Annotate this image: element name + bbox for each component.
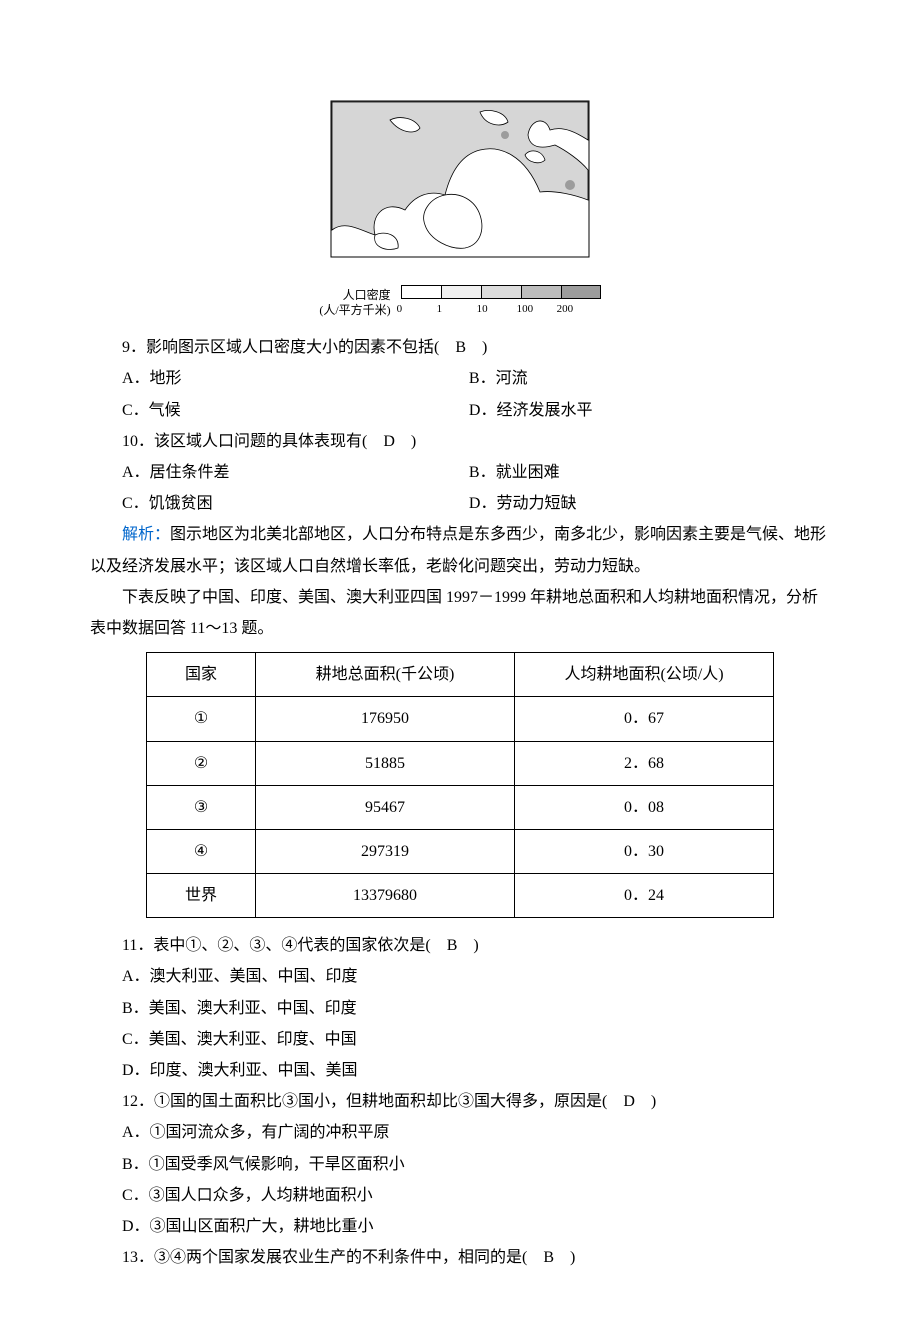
q12-stem: 12．①国的国土面积比③国小，但耕地面积却比③国大得多，原因是( D ) — [90, 1086, 830, 1117]
th-country: 国家 — [147, 653, 256, 697]
table-cell: 世界 — [147, 874, 256, 918]
legend-tick-2: 10 — [477, 299, 517, 320]
table-cell: 0．24 — [515, 874, 774, 918]
analysis-label: 解析： — [122, 526, 170, 543]
legend-box-3 — [521, 285, 561, 299]
density-map — [90, 100, 830, 271]
table-cell: 51885 — [256, 741, 515, 785]
table-cell: ③ — [147, 785, 256, 829]
cultivated-land-table: 国家 耕地总面积(千公顷) 人均耕地面积(公顷/人) ①1769500．67②5… — [146, 652, 774, 918]
q13-stem: 13．③④两个国家发展农业生产的不利条件中，相同的是( B ) — [90, 1242, 830, 1273]
table-row: ①1769500．67 — [147, 697, 774, 741]
legend-tick-1: 1 — [437, 299, 477, 320]
map-svg — [330, 100, 590, 260]
th-percap: 人均耕地面积(公顷/人) — [515, 653, 774, 697]
table-cell: ② — [147, 741, 256, 785]
q11-opt-a: A．澳大利亚、美国、中国、印度 — [90, 961, 830, 992]
q11-opt-b: B．美国、澳大利亚、中国、印度 — [90, 993, 830, 1024]
q10-opt-c: C．饥饿贫困 — [122, 488, 469, 519]
table-cell: 95467 — [256, 785, 515, 829]
legend-tick-3: 100 — [517, 299, 557, 320]
table-cell: ① — [147, 697, 256, 741]
analysis-1: 解析：图示地区为北美北部地区，人口分布特点是东多西少，南多北少，影响因素主要是气… — [90, 519, 830, 581]
table-row: 世界133796800．24 — [147, 874, 774, 918]
table-cell: 2．68 — [515, 741, 774, 785]
analysis-text: 图示地区为北美北部地区，人口分布特点是东多西少，南多北少，影响因素主要是气候、地… — [90, 526, 826, 574]
q10-opt-b: B．就业困难 — [469, 457, 830, 488]
q9-opt-a: A．地形 — [122, 363, 469, 394]
q10-stem: 10．该区域人口问题的具体表现有( D ) — [90, 426, 830, 457]
legend-title-1: 人口密度 — [319, 288, 390, 302]
table-cell: 297319 — [256, 829, 515, 873]
q12-opt-c: C．③国人口众多，人均耕地面积小 — [90, 1180, 830, 1211]
q12-opt-d: D．③国山区面积广大，耕地比重小 — [90, 1211, 830, 1242]
legend-box-0 — [401, 285, 441, 299]
table-cell: 176950 — [256, 697, 515, 741]
q11-opt-d: D．印度、澳大利亚、中国、美国 — [90, 1055, 830, 1086]
table-row: ④2973190．30 — [147, 829, 774, 873]
q9-opt-c: C．气候 — [122, 395, 469, 426]
legend-tick-4: 200 — [557, 299, 597, 320]
q12-opt-b: B．①国受季风气候影响，干旱区面积小 — [90, 1149, 830, 1180]
legend-box-1 — [441, 285, 481, 299]
th-total: 耕地总面积(千公顷) — [256, 653, 515, 697]
table-body: ①1769500．67②518852．68③954670．08④2973190．… — [147, 697, 774, 918]
legend-tick-0: 0 — [397, 299, 437, 320]
legend-box-2 — [481, 285, 521, 299]
q9-stem: 9．影响图示区域人口密度大小的因素不包括( B ) — [90, 332, 830, 363]
q11-opt-c: C．美国、澳大利亚、印度、中国 — [90, 1024, 830, 1055]
q11-stem: 11．表中①、②、③、④代表的国家依次是( B ) — [90, 930, 830, 961]
table-cell: 0．67 — [515, 697, 774, 741]
legend-box-4 — [561, 285, 601, 299]
q10-opt-d: D．劳动力短缺 — [469, 488, 830, 519]
table-cell: 0．08 — [515, 785, 774, 829]
table-cell: ④ — [147, 829, 256, 873]
q10-opt-a: A．居住条件差 — [122, 457, 469, 488]
table-intro: 下表反映了中国、印度、美国、澳大利亚四国 1997－1999 年耕地总面积和人均… — [90, 582, 830, 644]
q9-opt-b: B．河流 — [469, 363, 830, 394]
table-cell: 0．30 — [515, 829, 774, 873]
map-legend: 人口密度 (人/平方千米) 0 1 10 100 200 — [90, 279, 830, 320]
table-cell: 13379680 — [256, 874, 515, 918]
q9-opt-d: D．经济发展水平 — [469, 395, 830, 426]
table-row: ②518852．68 — [147, 741, 774, 785]
table-header-row: 国家 耕地总面积(千公顷) 人均耕地面积(公顷/人) — [147, 653, 774, 697]
legend-title-2: (人/平方千米) — [319, 303, 390, 317]
legend-scale — [401, 285, 601, 299]
table-row: ③954670．08 — [147, 785, 774, 829]
q12-opt-a: A．①国河流众多，有广阔的冲积平原 — [90, 1117, 830, 1148]
